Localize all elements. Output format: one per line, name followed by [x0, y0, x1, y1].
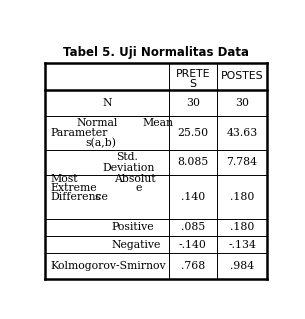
Text: 30: 30	[186, 98, 200, 108]
Text: .984: .984	[230, 261, 254, 271]
Text: S: S	[189, 79, 196, 89]
Text: .768: .768	[181, 261, 205, 271]
Text: s(a,b): s(a,b)	[85, 137, 117, 148]
Text: Difference: Difference	[50, 192, 108, 202]
Text: Tabel 5. Uji Normalitas Data: Tabel 5. Uji Normalitas Data	[63, 46, 249, 59]
Text: -.134: -.134	[228, 240, 256, 249]
Text: POSTES: POSTES	[221, 71, 263, 81]
Text: 8.085: 8.085	[177, 157, 209, 167]
Text: Std.: Std.	[116, 152, 138, 162]
Text: -.140: -.140	[179, 240, 207, 249]
Text: 43.63: 43.63	[226, 128, 258, 138]
Text: Positive: Positive	[111, 222, 154, 233]
Text: N: N	[102, 98, 112, 108]
Text: Absolut: Absolut	[114, 174, 155, 184]
Text: e: e	[135, 183, 142, 193]
Text: Most: Most	[50, 174, 77, 184]
Text: Extreme: Extreme	[50, 183, 97, 193]
Text: 7.784: 7.784	[227, 157, 257, 167]
Text: .140: .140	[181, 192, 205, 202]
Text: Kolmogorov-Smirnov: Kolmogorov-Smirnov	[50, 261, 166, 271]
Text: Negative: Negative	[111, 240, 161, 249]
Text: 30: 30	[235, 98, 249, 108]
Text: Parameter: Parameter	[50, 128, 107, 138]
Text: Normal: Normal	[76, 118, 117, 128]
Text: Mean: Mean	[142, 118, 173, 128]
Text: .180: .180	[230, 222, 254, 233]
Text: .180: .180	[230, 192, 254, 202]
Text: .085: .085	[181, 222, 205, 233]
Text: PRETE: PRETE	[176, 69, 210, 79]
Text: Deviation: Deviation	[102, 163, 154, 173]
Text: s: s	[95, 192, 100, 202]
Text: 25.50: 25.50	[178, 128, 209, 138]
